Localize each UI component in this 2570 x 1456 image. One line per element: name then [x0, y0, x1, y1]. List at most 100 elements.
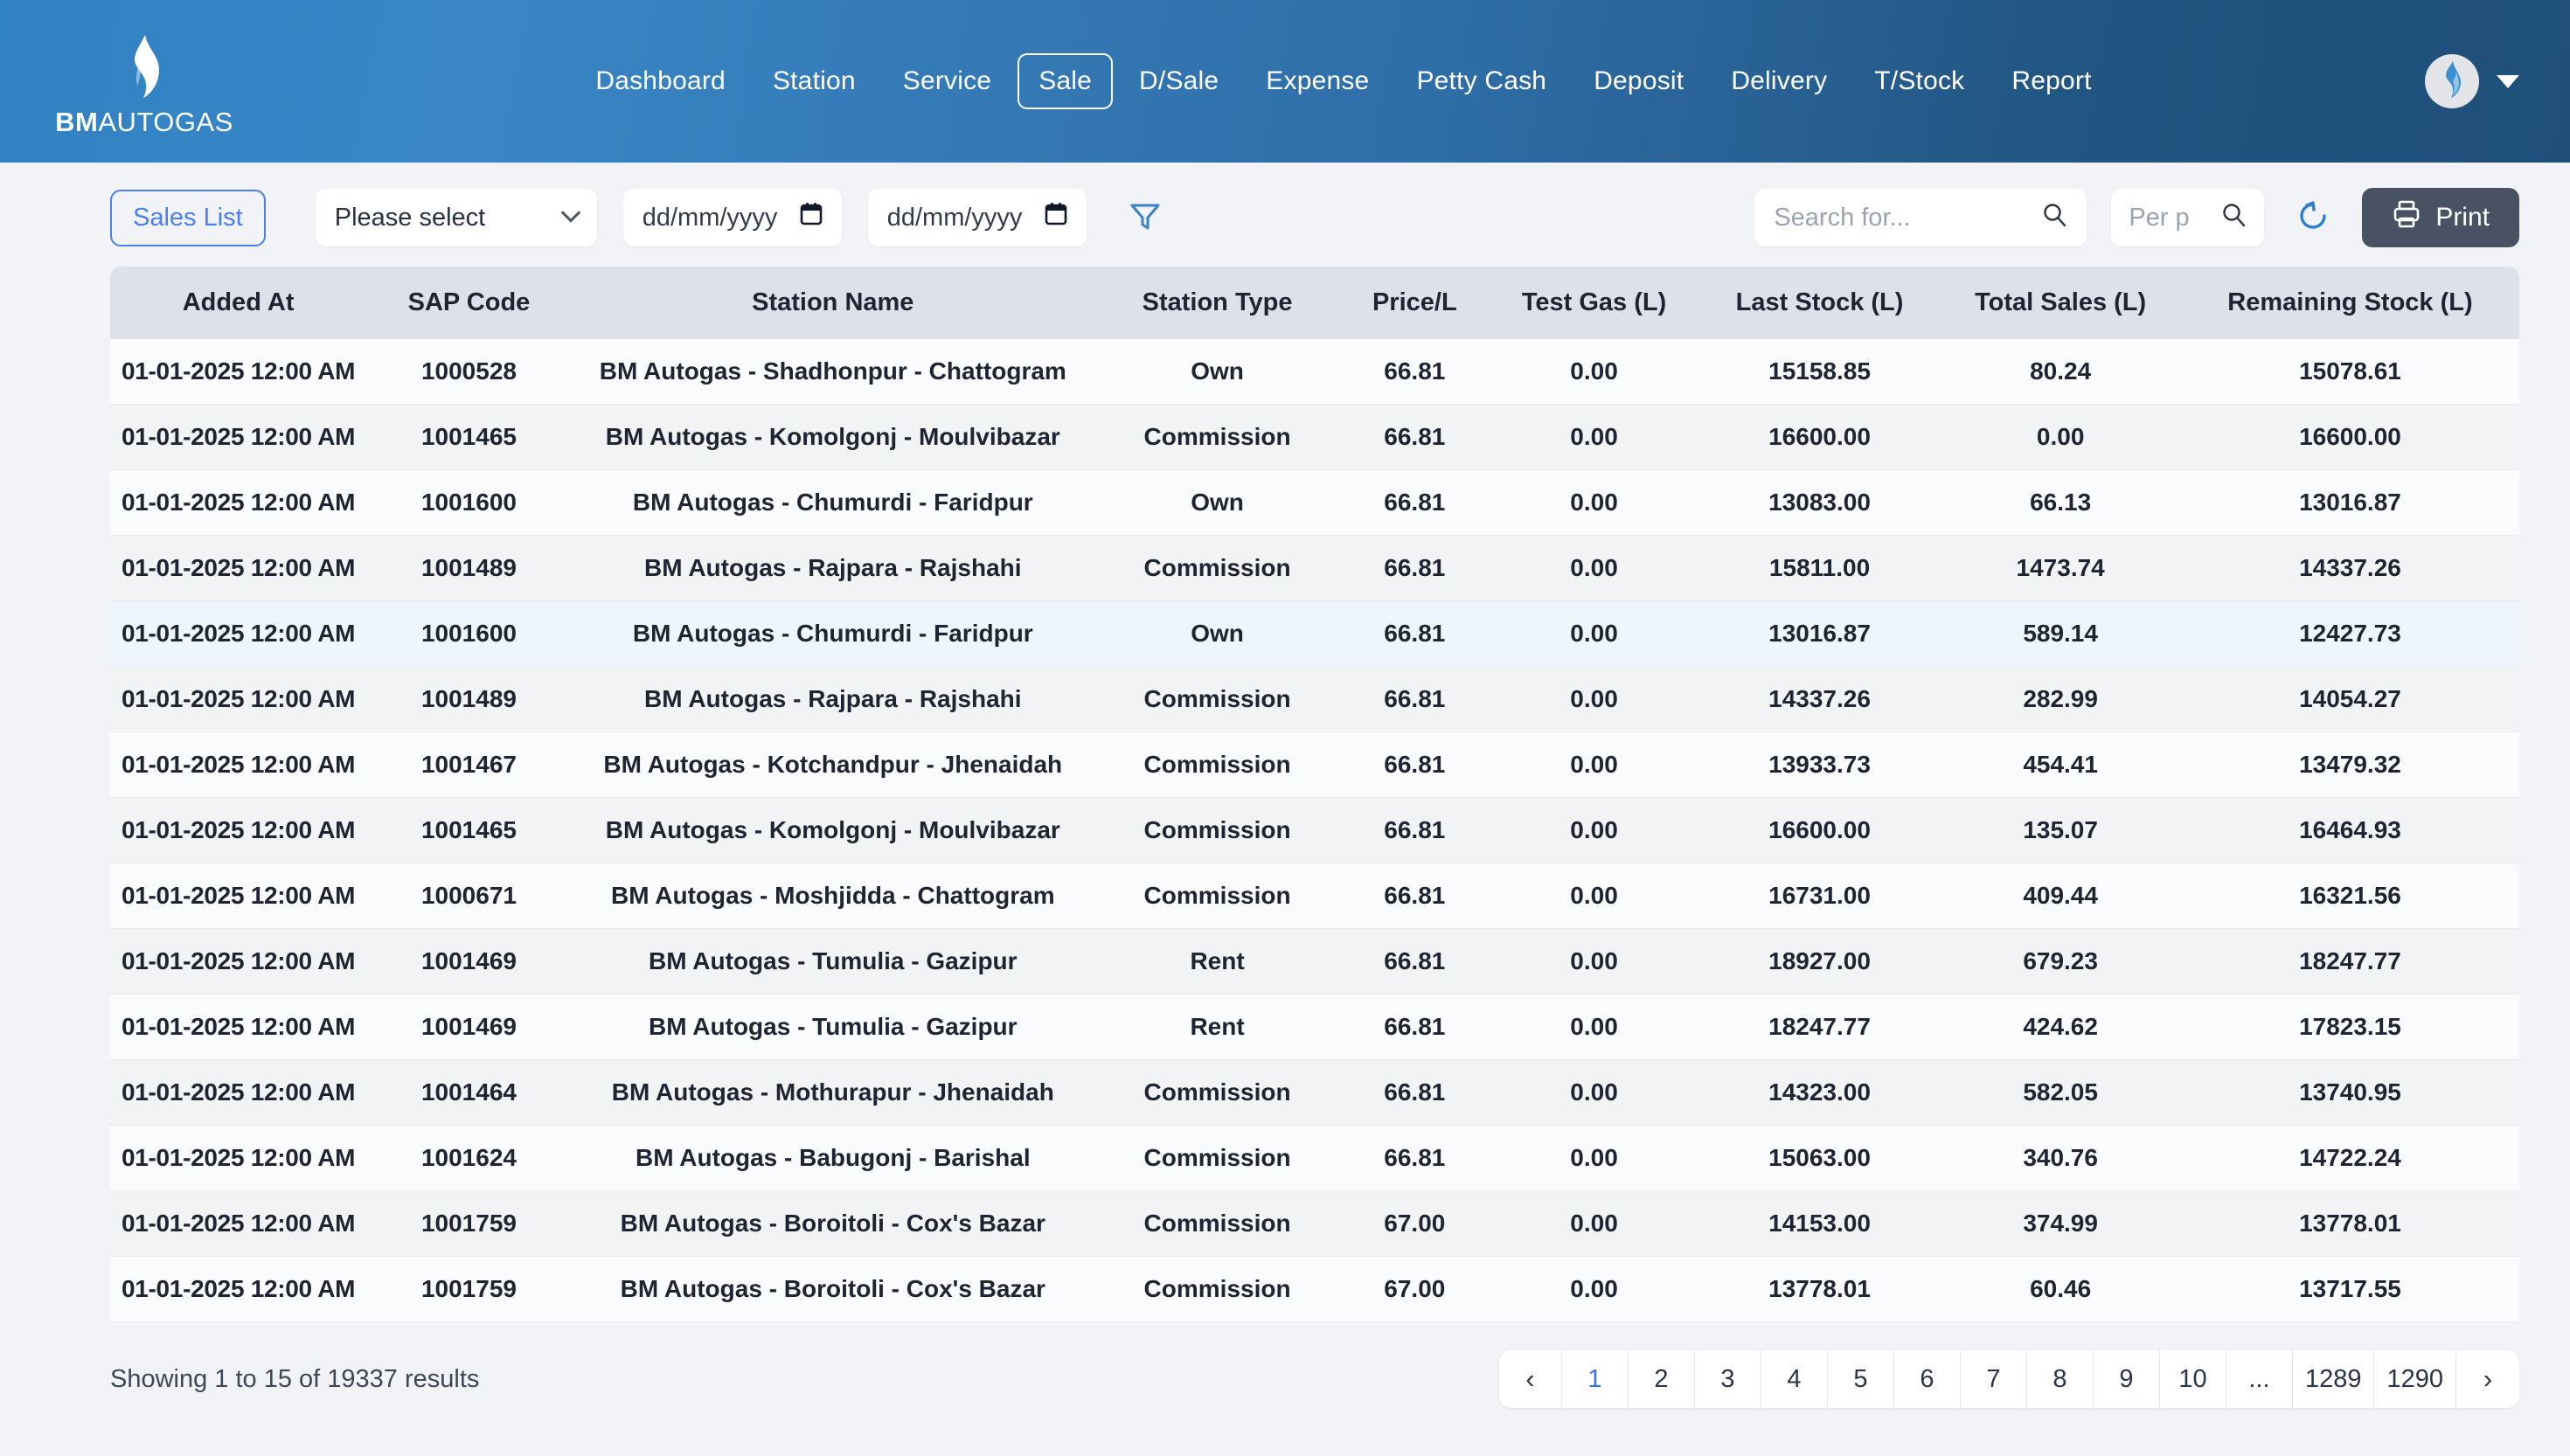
calendar-icon[interactable]	[1045, 202, 1067, 233]
cell-station-name: BM Autogas - Chumurdi - Faridpur	[571, 600, 1094, 667]
cell-total-sales: 1473.74	[1940, 535, 2181, 601]
refresh-button[interactable]	[2289, 193, 2337, 242]
cell-price-per-litre: 66.81	[1340, 1125, 1490, 1191]
cell-station-type: Own	[1094, 469, 1341, 536]
date-from-input[interactable]: dd/mm/yyyy	[622, 189, 842, 246]
user-menu[interactable]	[2425, 54, 2519, 108]
table-row[interactable]: 01-01-2025 12:00 AM 1001600 BM Autogas - C…	[110, 469, 2519, 536]
nav-item-expense[interactable]: Expense	[1266, 66, 1370, 95]
nav-item-petty-cash[interactable]: Petty Cash	[1416, 66, 1547, 95]
table-row[interactable]: 01-01-2025 12:00 AM 1001759 BM Autogas - B…	[110, 1256, 2519, 1322]
print-button[interactable]: Print	[2362, 188, 2519, 247]
table-row[interactable]: 01-01-2025 12:00 AM 1001467 BM Autogas - K…	[110, 731, 2519, 798]
cell-station-type: Own	[1094, 600, 1341, 667]
calendar-icon[interactable]	[800, 202, 823, 233]
cell-added-at: 01-01-2025 12:00 AM	[110, 863, 367, 929]
table-row[interactable]: 01-01-2025 12:00 AM 1001489 BM Autogas - R…	[110, 666, 2519, 732]
table-row[interactable]: 01-01-2025 12:00 AM 1000528 BM Autogas - S…	[110, 339, 2519, 405]
cell-added-at: 01-01-2025 12:00 AM	[110, 666, 367, 732]
nav-item-sale[interactable]: Sale	[1018, 53, 1114, 109]
cell-remaining-stock: 16321.56	[2180, 863, 2519, 929]
cell-test-gas: 0.00	[1489, 535, 1699, 601]
nav-item-report[interactable]: Report	[2011, 66, 2092, 95]
cell-station-type: Commission	[1094, 731, 1341, 798]
station-select[interactable]: Please select	[315, 189, 597, 246]
per-page-input[interactable]: Per p	[2111, 189, 2265, 246]
column-header-last-stock: Last Stock (L)	[1698, 267, 1941, 339]
pagination-page-6[interactable]: 6	[1893, 1350, 1961, 1408]
nav-item-tstock[interactable]: T/Stock	[1874, 66, 1965, 95]
cell-test-gas: 0.00	[1489, 797, 1699, 863]
search-icon[interactable]	[2221, 202, 2247, 234]
pagination-page-1289[interactable]: 1289	[2292, 1350, 2375, 1408]
cell-test-gas: 0.00	[1489, 666, 1699, 732]
cell-total-sales: 454.41	[1940, 731, 2181, 798]
cell-price-per-litre: 66.81	[1340, 666, 1490, 732]
cell-station-name: BM Autogas - Boroitoli - Cox's Bazar	[571, 1190, 1094, 1257]
pagination-page-4[interactable]: 4	[1761, 1350, 1828, 1408]
cell-last-stock: 16731.00	[1698, 863, 1941, 929]
table-row[interactable]: 01-01-2025 12:00 AM 1001600 BM Autogas - C…	[110, 600, 2519, 667]
nav-item-station[interactable]: Station	[772, 66, 856, 95]
cell-station-type: Commission	[1094, 404, 1341, 470]
table-row[interactable]: 01-01-2025 12:00 AM 1001759 BM Autogas - B…	[110, 1190, 2519, 1257]
nav-item-delivery[interactable]: Delivery	[1731, 66, 1828, 95]
table-row[interactable]: 01-01-2025 12:00 AM 1001469 BM Autogas - T…	[110, 994, 2519, 1060]
cell-added-at: 01-01-2025 12:00 AM	[110, 535, 367, 601]
table-row[interactable]: 01-01-2025 12:00 AM 1001489 BM Autogas - R…	[110, 535, 2519, 601]
cell-test-gas: 0.00	[1489, 1059, 1699, 1126]
cell-last-stock: 15158.85	[1698, 339, 1941, 405]
filter-button[interactable]	[1122, 194, 1169, 241]
cell-test-gas: 0.00	[1489, 928, 1699, 995]
avatar[interactable]	[2425, 54, 2479, 108]
brand-logo[interactable]: BMAUTOGAS	[0, 24, 288, 138]
date-from-placeholder: dd/mm/yyyy	[642, 203, 778, 232]
pagination-page-1[interactable]: 1	[1561, 1350, 1629, 1408]
pagination-page-5[interactable]: 5	[1827, 1350, 1894, 1408]
table-row[interactable]: 01-01-2025 12:00 AM 1001464 BM Autogas - M…	[110, 1059, 2519, 1126]
sales-list-button[interactable]: Sales List	[110, 189, 266, 246]
pagination-page-10[interactable]: 10	[2159, 1350, 2226, 1408]
cell-remaining-stock: 14054.27	[2180, 666, 2519, 732]
table-row[interactable]: 01-01-2025 12:00 AM 1001469 BM Autogas - T…	[110, 928, 2519, 995]
cell-station-name: BM Autogas - Shadhonpur - Chattogram	[571, 339, 1094, 405]
pagination-next-button[interactable]: ›	[2456, 1350, 2519, 1408]
cell-added-at: 01-01-2025 12:00 AM	[110, 928, 367, 995]
pagination-page-9[interactable]: 9	[2093, 1350, 2160, 1408]
results-count: Showing 1 to 15 of 19337 results	[110, 1364, 480, 1393]
table-row[interactable]: 01-01-2025 12:00 AM 1001465 BM Autogas - K…	[110, 797, 2519, 863]
caret-down-icon[interactable]	[2497, 74, 2519, 88]
search-input[interactable]: Search for...	[1754, 189, 2087, 246]
table-row[interactable]: 01-01-2025 12:00 AM 1000671 BM Autogas - M…	[110, 863, 2519, 929]
cell-remaining-stock: 13778.01	[2180, 1190, 2519, 1257]
refresh-icon	[2295, 198, 2331, 239]
cell-station-name: BM Autogas - Rajpara - Rajshahi	[571, 535, 1094, 601]
sales-table: Added At SAP Code Station Name Station T…	[110, 267, 2519, 1322]
cell-test-gas: 0.00	[1489, 1125, 1699, 1191]
nav-item-deposit[interactable]: Deposit	[1594, 66, 1684, 95]
cell-last-stock: 16600.00	[1698, 404, 1941, 470]
search-icon[interactable]	[2042, 202, 2067, 234]
pagination-page-8[interactable]: 8	[2026, 1350, 2094, 1408]
cell-last-stock: 13083.00	[1698, 469, 1941, 536]
pagination-prev-button[interactable]: ‹	[1498, 1350, 1562, 1408]
pagination-page-1290[interactable]: 1290	[2374, 1350, 2456, 1408]
cell-sap-code: 1001469	[366, 994, 572, 1060]
nav-item-service[interactable]: Service	[902, 66, 992, 95]
table-row[interactable]: 01-01-2025 12:00 AM 1001624 BM Autogas - B…	[110, 1125, 2519, 1191]
cell-last-stock: 14323.00	[1698, 1059, 1941, 1126]
date-to-input[interactable]: dd/mm/yyyy	[867, 189, 1087, 246]
station-select-value: Please select	[334, 203, 486, 232]
cell-remaining-stock: 14337.26	[2180, 535, 2519, 601]
cell-price-per-litre: 67.00	[1340, 1190, 1490, 1257]
pagination-page-7[interactable]: 7	[1960, 1350, 2027, 1408]
cell-remaining-stock: 16600.00	[2180, 404, 2519, 470]
pagination-page-2[interactable]: 2	[1628, 1350, 1695, 1408]
nav-item-dashboard[interactable]: Dashboard	[595, 66, 726, 95]
cell-station-type: Commission	[1094, 1125, 1341, 1191]
pagination-page-3[interactable]: 3	[1694, 1350, 1761, 1408]
nav-links: Dashboard Station Service Sale D/Sale Ex…	[262, 53, 2425, 109]
cell-remaining-stock: 18247.77	[2180, 928, 2519, 995]
table-row[interactable]: 01-01-2025 12:00 AM 1001465 BM Autogas - K…	[110, 404, 2519, 470]
nav-item-dsale[interactable]: D/Sale	[1139, 66, 1219, 95]
